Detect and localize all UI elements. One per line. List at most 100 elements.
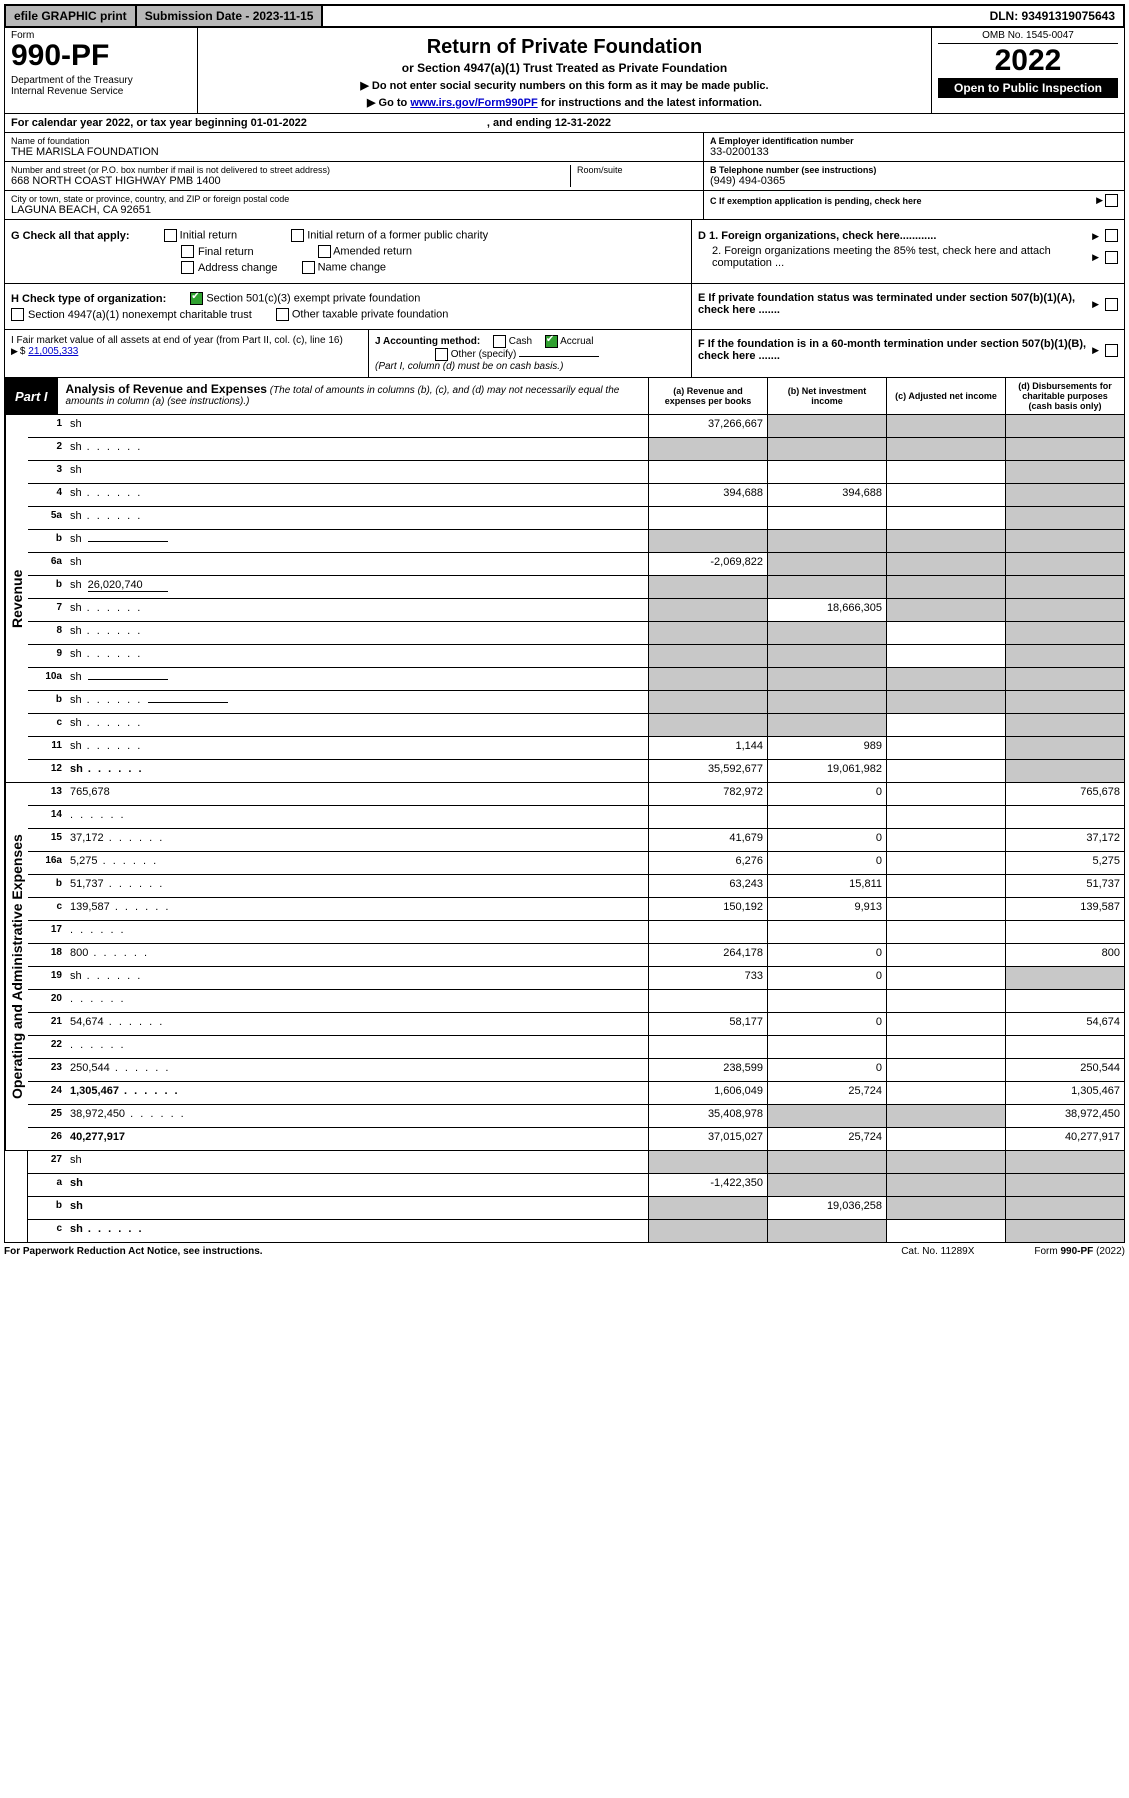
line-description: sh . . . . . . [66, 691, 648, 713]
h-4947-checkbox[interactable] [11, 308, 24, 321]
value-cell [886, 461, 1005, 483]
h-opt-1: Section 501(c)(3) exempt private foundat… [206, 292, 420, 304]
value-cell [886, 1105, 1005, 1127]
line-description: sh . . . . . . [66, 760, 648, 782]
table-row: b51,737 . . . . . .63,24315,81151,737 [28, 874, 1124, 897]
g-amended-checkbox[interactable] [318, 245, 331, 258]
d1-checkbox[interactable] [1105, 229, 1118, 242]
table-row: 2154,674 . . . . . .58,177054,674 [28, 1012, 1124, 1035]
line-description: sh . . . . . . [66, 484, 648, 506]
identification-block: Name of foundation THE MARISLA FOUNDATIO… [4, 133, 1125, 220]
g-former-checkbox[interactable] [291, 229, 304, 242]
value-cell [886, 553, 1005, 575]
efile-print-button[interactable]: efile GRAPHIC print [6, 6, 137, 26]
f-checkbox[interactable] [1105, 344, 1118, 357]
column-headers: (a) Revenue and expenses per books (b) N… [648, 378, 1124, 414]
value-cell: 394,688 [648, 484, 767, 506]
g-initial-checkbox[interactable] [164, 229, 177, 242]
g-address-checkbox[interactable] [181, 261, 194, 274]
h-opt-3: Other taxable private foundation [292, 308, 449, 320]
value-cell [1005, 1151, 1124, 1173]
value-cell: 238,599 [648, 1059, 767, 1081]
value-cell: 63,243 [648, 875, 767, 897]
form-year-block: OMB No. 1545-0047 2022 Open to Public In… [931, 28, 1124, 113]
value-cell [886, 783, 1005, 805]
fmv-value[interactable]: 21,005,333 [28, 346, 78, 357]
value-cell [767, 714, 886, 736]
table-row: bsh [28, 529, 1124, 552]
h-501c3-checkbox[interactable] [190, 292, 203, 305]
value-cell [648, 806, 767, 828]
footer-left: For Paperwork Reduction Act Notice, see … [4, 1246, 841, 1257]
line-number: b [28, 576, 66, 598]
value-cell [767, 691, 886, 713]
value-cell [767, 921, 886, 943]
table-row: 14 . . . . . . [28, 805, 1124, 828]
value-cell [886, 990, 1005, 1012]
instructions-link[interactable]: www.irs.gov/Form990PF [410, 97, 537, 109]
value-cell [1005, 967, 1124, 989]
value-cell [1005, 461, 1124, 483]
value-cell: 800 [1005, 944, 1124, 966]
value-cell: -1,422,350 [648, 1174, 767, 1196]
value-cell [648, 530, 767, 552]
arrow-icon [1092, 251, 1101, 263]
line-description: . . . . . . [66, 990, 648, 1012]
j-accrual-checkbox[interactable] [545, 335, 558, 348]
j-other-checkbox[interactable] [435, 348, 448, 361]
line-number: 1 [28, 415, 66, 437]
value-cell [886, 599, 1005, 621]
j-cash-checkbox[interactable] [493, 335, 506, 348]
e-checkbox[interactable] [1105, 298, 1118, 311]
value-cell [767, 645, 886, 667]
c-label: C If exemption application is pending, c… [710, 196, 1096, 206]
value-cell [648, 461, 767, 483]
value-cell: 25,724 [767, 1128, 886, 1150]
value-cell: 394,688 [767, 484, 886, 506]
h-other-checkbox[interactable] [276, 308, 289, 321]
value-cell [648, 921, 767, 943]
line-description: 5,275 . . . . . . [66, 852, 648, 874]
arrow-icon [1092, 230, 1101, 242]
expenses-table: Operating and Administrative Expenses 13… [4, 783, 1125, 1151]
value-cell: 9,913 [767, 898, 886, 920]
ein-label: A Employer identification number [710, 136, 1118, 146]
line-number: 17 [28, 921, 66, 943]
form-subtitle: or Section 4947(a)(1) Trust Treated as P… [202, 61, 927, 75]
value-cell: 0 [767, 852, 886, 874]
value-cell [767, 1220, 886, 1242]
line-description: sh . . . . . . [66, 967, 648, 989]
inline-value [88, 679, 168, 680]
line-number: 14 [28, 806, 66, 828]
value-cell: 5,275 [1005, 852, 1124, 874]
c-checkbox[interactable] [1105, 194, 1118, 207]
table-row: 241,305,467 . . . . . .1,606,04925,7241,… [28, 1081, 1124, 1104]
value-cell [1005, 415, 1124, 437]
j-other: Other (specify) [451, 349, 517, 360]
inline-value [88, 541, 168, 542]
line-number: 18 [28, 944, 66, 966]
d2-checkbox[interactable] [1105, 251, 1118, 264]
g-final-checkbox[interactable] [181, 245, 194, 258]
ijf-section: I Fair market value of all assets at end… [4, 330, 1125, 378]
line-description: sh [66, 1197, 648, 1219]
line-description: sh . . . . . . [66, 622, 648, 644]
line-number: 22 [28, 1036, 66, 1058]
page-footer: For Paperwork Reduction Act Notice, see … [4, 1243, 1125, 1260]
value-cell: 0 [767, 783, 886, 805]
value-cell: 0 [767, 1059, 886, 1081]
g-opt-2: Address change [198, 262, 278, 274]
j-note: (Part I, column (d) must be on cash basi… [375, 361, 563, 372]
value-cell [648, 507, 767, 529]
value-cell: 25,724 [767, 1082, 886, 1104]
table-row: 19sh . . . . . .7330 [28, 966, 1124, 989]
line-number: 13 [28, 783, 66, 805]
value-cell: 1,606,049 [648, 1082, 767, 1104]
value-cell [648, 645, 767, 667]
line-number: 10a [28, 668, 66, 690]
value-cell [886, 829, 1005, 851]
g-name-checkbox[interactable] [302, 261, 315, 274]
line-description: . . . . . . [66, 1036, 648, 1058]
form-title-block: Return of Private Foundation or Section … [198, 28, 931, 113]
f-label: F If the foundation is in a 60-month ter… [698, 338, 1088, 362]
